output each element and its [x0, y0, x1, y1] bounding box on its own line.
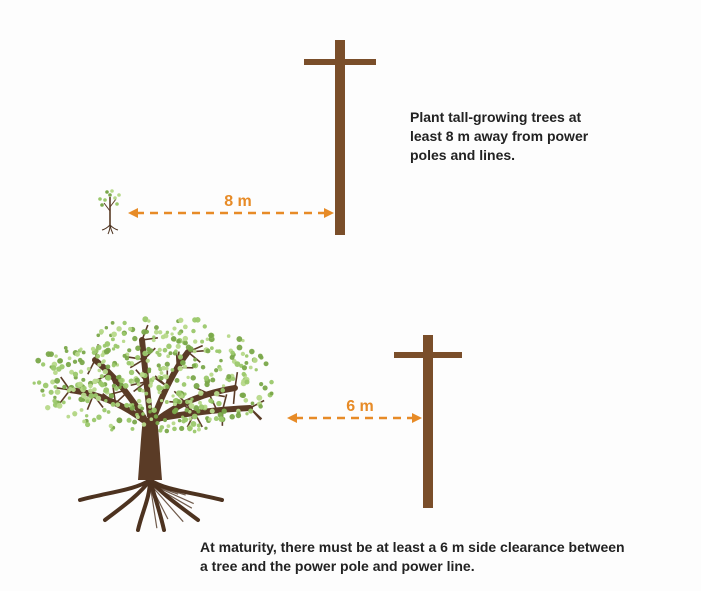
- distance-label: 8 m: [224, 193, 252, 210]
- mature-tree-icon: [33, 316, 274, 530]
- diagram-canvas: 8 m 6 m: [0, 0, 701, 591]
- bottom-caption: At maturity, there must be at least a 6 …: [200, 538, 630, 576]
- distance-arrow: 6 m: [287, 398, 422, 423]
- sapling-icon: [98, 189, 121, 234]
- distance-label: 6 m: [346, 398, 374, 415]
- power-pole: [335, 40, 345, 235]
- power-pole-crossarm: [304, 59, 376, 65]
- power-pole-crossarm: [394, 352, 462, 358]
- distance-arrow: 8 m: [128, 193, 334, 218]
- top-caption: Plant tall-growing trees at least 8 m aw…: [410, 108, 610, 165]
- power-pole: [423, 335, 433, 508]
